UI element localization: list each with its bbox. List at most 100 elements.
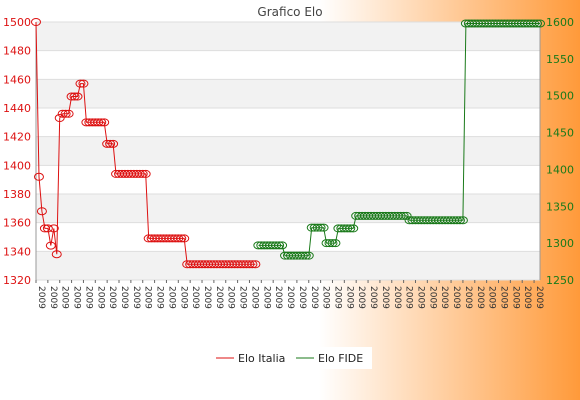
chart-title: Grafico Elo: [257, 5, 322, 19]
data-point-elo-italia: [250, 260, 261, 269]
x-tick-label: 2009: [166, 286, 176, 309]
data-point-elo-italia: [96, 118, 107, 127]
left-tick-label: 1320: [3, 274, 31, 287]
series-layer: [31, 18, 545, 269]
data-point-elo-fide: [330, 239, 341, 248]
x-tick-label: 2009: [273, 286, 283, 309]
data-point-elo-fide: [300, 251, 311, 260]
data-point-elo-italia: [48, 224, 59, 233]
x-tick-label: 2009: [415, 286, 425, 309]
x-tick-label: 2009: [392, 286, 402, 309]
data-point-elo-fide: [324, 239, 335, 248]
right-tick-label: 1550: [546, 53, 574, 66]
x-tick-label: 2009: [119, 286, 129, 309]
data-point-elo-italia: [57, 109, 68, 118]
x-tick-label: 2009: [321, 286, 331, 309]
x-tick-label: 2009: [95, 286, 105, 309]
right-tick-label: 1350: [546, 200, 574, 213]
x-tick-label: 2009: [60, 286, 70, 309]
data-point-elo-fide: [315, 223, 326, 232]
data-point-elo-fide: [271, 241, 282, 250]
x-tick-label: 2009: [155, 286, 165, 309]
x-tick-label: 2009: [190, 286, 200, 309]
x-tick-label: 2009: [261, 286, 271, 309]
x-tick-label: 2009: [202, 286, 212, 309]
x-tick-label: 2009: [238, 286, 248, 309]
legend-label-elo-italia: Elo Italia: [238, 352, 285, 365]
x-tick-label: 2009: [143, 286, 153, 309]
data-point-elo-italia: [31, 18, 41, 26]
right-tick-label: 1500: [546, 90, 574, 103]
data-point-elo-fide: [395, 211, 406, 220]
x-tick-label: 2009: [131, 286, 141, 309]
x-tick-label: 2009: [463, 286, 473, 309]
left-tick-label: 1420: [3, 131, 31, 144]
data-point-elo-italia: [51, 250, 62, 259]
x-tick-label: 2009: [285, 286, 295, 309]
x-tick-label: 2009: [510, 286, 520, 309]
x-tick-label: 2009: [309, 286, 319, 309]
gridlines: [35, 21, 541, 281]
left-tick-label: 1480: [3, 45, 31, 58]
right-tick-label: 1250: [546, 274, 574, 287]
left-axis-ticks: 1320 1340 1360 1380 1400 1420 1440 1460 1480 1500: [3, 16, 31, 287]
data-point-elo-fide: [277, 241, 288, 250]
right-axis-ticks: 1250 1300 1350 1400 1450 1500 1550 1600: [546, 16, 574, 287]
data-point-elo-fide: [274, 241, 285, 250]
x-tick-label: 2009: [226, 286, 236, 309]
data-point-elo-italia: [54, 114, 65, 123]
data-point-elo-fide: [457, 216, 468, 225]
right-tick-label: 1600: [546, 16, 574, 29]
data-point-elo-italia: [78, 79, 89, 88]
x-tick-label: 2009: [356, 286, 366, 309]
right-tick-label: 1450: [546, 127, 574, 140]
data-point-elo-fide: [342, 224, 353, 233]
data-point-elo-italia: [69, 92, 80, 101]
data-point-elo-italia: [45, 241, 56, 250]
data-point-elo-fide: [529, 19, 540, 28]
data-point-elo-italia: [173, 234, 184, 243]
plot-area: [36, 22, 540, 280]
x-tick-label: 2009: [380, 286, 390, 309]
data-point-elo-fide: [348, 224, 359, 233]
x-tick-label: 2009: [404, 286, 414, 309]
x-tick-label: 2009: [83, 286, 93, 309]
data-point-elo-italia: [99, 118, 110, 127]
right-tick-label: 1400: [546, 163, 574, 176]
plot-band: [36, 22, 540, 51]
x-tick-label: 2009: [178, 286, 188, 309]
data-point-elo-fide: [318, 223, 329, 232]
x-tick-label: 2009: [48, 286, 58, 309]
data-point-elo-italia: [72, 92, 83, 101]
x-tick-label: 2009: [427, 286, 437, 309]
right-tick-label: 1300: [546, 237, 574, 250]
data-point-elo-fide: [297, 251, 308, 260]
left-tick-label: 1440: [3, 102, 31, 115]
data-point-elo-italia: [60, 109, 71, 118]
legend-box: [210, 347, 372, 369]
left-tick-label: 1460: [3, 73, 31, 86]
x-tick-label: 2009: [451, 286, 461, 309]
data-point-elo-italia: [102, 139, 113, 148]
left-tick-label: 1500: [3, 16, 31, 29]
left-tick-label: 1360: [3, 217, 31, 230]
x-tick-label: 2009: [214, 286, 224, 309]
plot-band: [36, 194, 540, 223]
data-point-elo-italia: [244, 260, 255, 269]
data-point-elo-fide: [327, 239, 338, 248]
data-point-elo-italia: [176, 234, 187, 243]
data-point-elo-italia: [75, 79, 86, 88]
x-tick-label: 2009: [107, 286, 117, 309]
data-point-elo-fide: [345, 224, 356, 233]
data-point-elo-italia: [66, 92, 77, 101]
x-tick-label: 2009: [522, 286, 532, 309]
x-tick-label: 2009: [439, 286, 449, 309]
data-point-elo-italia: [179, 234, 190, 243]
plot-band: [36, 79, 540, 108]
x-tick-label: 2009: [72, 286, 82, 309]
data-point-elo-italia: [134, 169, 145, 178]
data-point-elo-italia: [108, 139, 119, 148]
data-point-elo-italia: [63, 109, 74, 118]
